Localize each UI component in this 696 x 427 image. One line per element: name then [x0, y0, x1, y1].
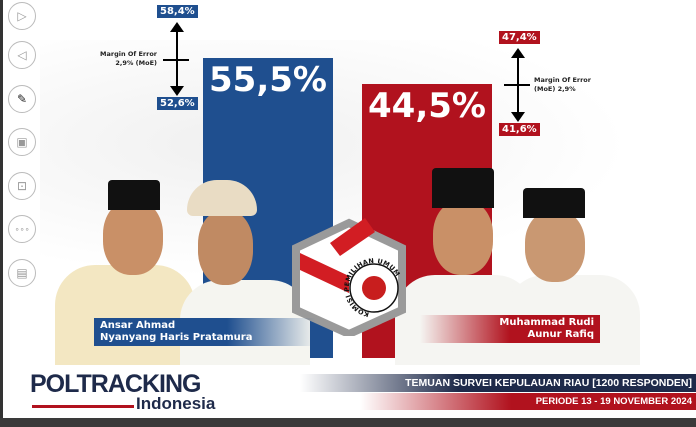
- upper-bound-1: 58,4%: [157, 5, 198, 18]
- pen-icon: ✎: [16, 92, 28, 106]
- slides-grid-icon: ▣: [16, 135, 28, 149]
- survey-title: TEMUAN SURVEI KEPULAUAN RIAU [1200 RESPO…: [300, 374, 696, 392]
- moe-label-1: Margin Of Error 2,9% (MoE): [100, 50, 157, 67]
- presenter-view-icon: ▤: [16, 266, 28, 280]
- more-options-icon: ∘∘∘: [14, 224, 30, 234]
- pen-button[interactable]: ✎: [8, 85, 36, 113]
- lower-bound-2: 41,6%: [499, 123, 540, 136]
- moe-cross-2: [504, 84, 530, 86]
- percent-candidate-1: 55,5%: [209, 60, 327, 100]
- ballot-box-icon: KOMISI PEMILIHAN UMUM: [292, 218, 406, 336]
- next-slide-button[interactable]: ▷: [8, 2, 36, 30]
- previous-slide-button[interactable]: ◁: [8, 41, 36, 69]
- pointer-button[interactable]: ⊡: [8, 172, 36, 200]
- more-options-button[interactable]: ∘∘∘: [8, 215, 36, 243]
- name-label-2: Muhammad Rudi Aunur Rafiq: [420, 315, 600, 343]
- moe-cross-1: [163, 59, 189, 61]
- percent-candidate-2: 44,5%: [368, 86, 486, 126]
- slides-grid-button[interactable]: ▣: [8, 128, 36, 156]
- previous-slide-icon: ◁: [17, 48, 27, 62]
- survey-period: PERIODE 13 - 19 NOVEMBER 2024: [360, 393, 696, 410]
- poltracking-logo: POLTRACKING Indonesia: [30, 370, 216, 413]
- bottom-bar: [0, 418, 696, 427]
- upper-bound-2: 47,4%: [499, 31, 540, 44]
- lower-bound-1: 52,6%: [157, 97, 198, 110]
- moe-label-2: Margin Of Error (MoE) 2,9%: [534, 76, 591, 93]
- presenter-view-button[interactable]: ▤: [8, 259, 36, 287]
- pointer-screen-icon: ⊡: [16, 179, 28, 193]
- window-edge: [0, 0, 3, 427]
- next-slide-icon: ▷: [17, 9, 27, 23]
- name-label-1: Ansar Ahmad Nyanyang Haris Pratamura: [94, 318, 316, 346]
